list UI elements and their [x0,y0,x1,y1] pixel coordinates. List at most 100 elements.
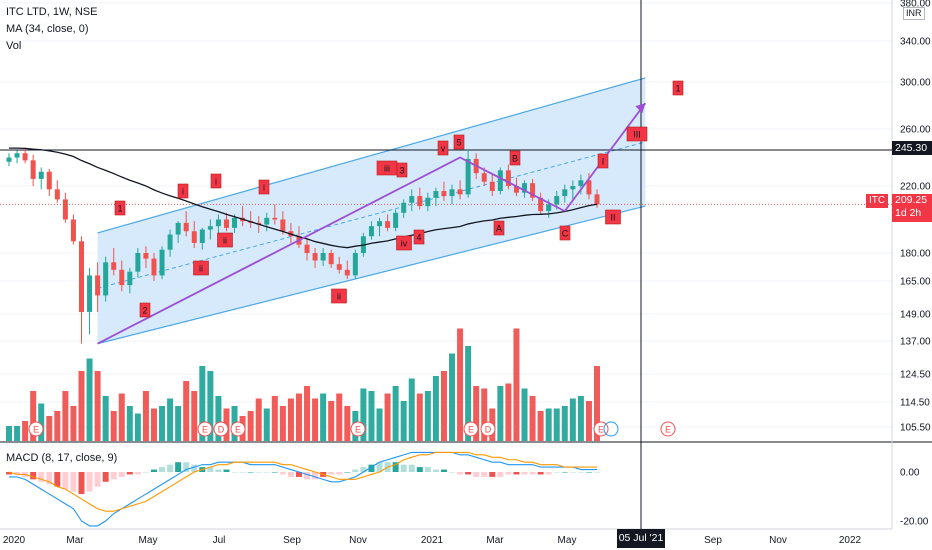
ticker-flag: ITC [866,194,889,208]
candle-body [54,189,60,200]
candle-body [38,171,44,179]
wave-label-box [217,232,233,248]
symbol-title: ITC LTD, 1W, NSE [6,6,98,18]
macd-hist-bar [545,472,552,475]
volume-bar [271,396,278,441]
wave-label-lbl-iv: iv [401,239,408,249]
macd-hist-bar [449,472,456,473]
volume-legend[interactable]: Vol [6,40,21,52]
earnings-marker-label: E [235,425,241,435]
volume-bar [561,406,568,441]
candle-body [586,180,592,195]
macd-hist-bar [118,472,125,477]
macd-hist-bar [392,462,399,472]
macd-hist-bar [159,467,166,472]
volume-bar [392,386,399,441]
candle-body [489,181,495,192]
wave-label-lbl-i2: i [215,177,217,187]
macd-hist-bar [360,467,367,472]
volume-bar [577,396,584,441]
channel-lower-line [97,205,646,345]
candle-body [264,217,270,225]
macd-hist-bar [150,469,157,472]
volume-bar [424,391,431,441]
macd-hist-bar [344,472,351,473]
volume-bar [457,328,464,441]
candle-body [449,189,455,197]
ma-legend[interactable]: MA (34, close, 0) [6,23,89,35]
volume-bar [46,416,53,441]
symbol-legend[interactable]: ITC LTD, 1W, NSE [6,6,97,18]
candle-body [441,191,447,197]
macd-hist-bar [295,472,302,477]
macd-hist-bar [594,472,600,473]
earnings-marker-label: E [598,425,604,435]
earnings-marker-label: E [33,425,39,435]
wave-label-lbl-v: v [441,144,446,154]
macd-hist-bar [175,462,182,472]
channel-median-line [97,141,646,289]
earnings-marker-label: E [355,425,361,435]
candle-body [22,153,28,161]
price-axis-labels: 380.00 340.00 300.00 260.00 220.00 180.00 165.… [900,0,931,434]
macd-hist-bar [287,472,294,477]
macd-legend[interactable]: MACD (8, 17, close, 9) [6,452,117,464]
candle-body [62,199,68,220]
volume-bar [320,393,327,441]
macd-hist-bar [247,472,254,473]
candle-body [159,249,165,276]
price-tick-label: 180.00 [900,249,931,260]
macd-signal-line [8,451,597,512]
volume-bar [199,366,206,441]
volume-bar [465,346,472,441]
earnings-marker-circle [350,421,366,437]
candle-body [280,219,286,232]
macd-hist-bar [416,467,423,472]
candle-body [6,157,12,162]
crosshair-price-tag: 245.30 [892,141,932,155]
volume-bar [287,398,294,441]
candle-body [554,196,560,205]
candle-body [425,197,431,207]
volume-bar [150,408,157,441]
price-tick-label: 149.00 [900,310,931,321]
wave-label-lbl-4: 4 [416,233,421,243]
macd-hist-bar [304,472,311,480]
macd-hist-bar [352,469,359,472]
volume-bar [376,408,383,441]
candle-body [546,204,552,212]
volume-bar [62,391,69,441]
volume-bar [118,393,125,441]
time-tick-label: Nov [769,535,787,546]
wave-label-box [559,225,571,241]
wave-label-lbl-i3: i [263,183,265,193]
last-price-tag: 209.25 1d 2h [892,194,932,222]
candle-body [167,234,173,250]
volume-bar [432,376,439,441]
macd-hist-bar [54,472,61,487]
earnings-marker-circle [463,421,479,437]
price-tick-label: 137.00 [900,337,931,348]
candle-body [481,173,487,182]
macd-hist-bar [328,472,335,475]
volume-bar [408,378,415,441]
wave-label-lbl-1a: 1 [117,204,122,214]
volume-bar [142,391,149,441]
macd-tick-label: 0.00 [900,468,920,479]
volume-bar [215,396,222,441]
earnings-marker-circle [28,421,44,437]
earnings-marker-circle [480,421,496,437]
macd-hist-bar [577,472,584,473]
currency-badge[interactable]: INR [903,7,925,20]
volume-bar [279,406,286,441]
volume-bar [360,388,367,441]
macd-hist-bar [432,469,439,472]
elliott-wave-line [97,156,566,345]
volume-bar [569,398,576,441]
wave-label-lbl-B: B [512,154,518,164]
candle-body [513,186,519,193]
candle-body [143,253,149,259]
